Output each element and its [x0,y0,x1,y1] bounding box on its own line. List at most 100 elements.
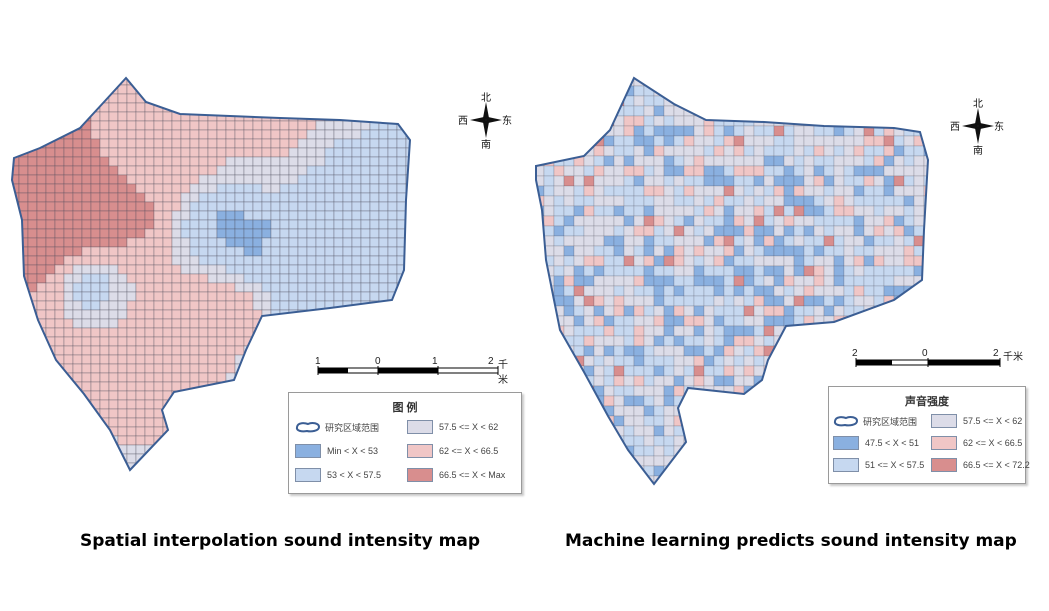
grid-cell [243,372,254,383]
grid-cell [553,185,565,197]
grid-cell [653,285,665,297]
grid-cell [162,435,173,446]
grid-cell [135,129,146,140]
grid-cell [297,381,308,392]
grid-cell [813,325,825,337]
grid-cell [823,175,835,187]
grid-cell [180,174,191,185]
grid-cell [54,111,65,122]
grid-cell [893,255,905,267]
grid-cell [171,462,182,470]
grid-cell [72,210,83,221]
grid-cell [713,465,725,477]
grid-cell [45,174,56,185]
grid-cell [603,78,615,87]
grid-cell [63,183,74,194]
grid-cell [144,84,155,95]
grid-cell [913,285,925,297]
grid-cell [144,156,155,167]
grid-cell [27,273,38,284]
grid-cell [923,95,928,107]
grid-cell [843,78,855,87]
grid-cell [108,372,119,383]
grid-cell [234,102,245,113]
grid-cell [279,228,290,239]
grid-cell [733,95,745,107]
grid-cell [633,445,645,457]
grid-cell [54,174,65,185]
grid-cell [63,192,74,203]
grid-cell [733,365,745,377]
grid-cell [243,426,254,437]
grid-cell [543,405,555,417]
grid-cell [261,381,272,392]
grid-cell [252,390,263,401]
grid-cell [198,255,209,266]
grid-cell [306,219,317,230]
grid-cell [270,354,281,365]
grid-cell [144,129,155,140]
grid-cell [28,472,37,481]
grid-cell [883,305,895,317]
grid-cell [387,192,398,203]
grid-cell [803,475,815,484]
grid-cell [216,138,227,149]
grid-cell [574,486,584,496]
grid-cell [723,375,735,387]
grid-cell [189,138,200,149]
grid-cell [198,282,209,293]
grid-cell [396,165,407,176]
grid-cell [261,399,272,410]
grid-cell [90,138,101,149]
grid-cell [673,225,685,237]
grid-cell [279,327,290,338]
grid-cell [243,363,254,374]
legend-title: 声音强度 [905,396,949,408]
grid-cell [923,335,928,347]
grid-cell [863,285,875,297]
grid-cell [813,78,825,87]
grid-cell [261,390,272,401]
grid-cell [793,405,805,417]
grid-cell [108,444,119,455]
grid-cell [773,245,785,257]
grid-cell [171,246,182,257]
grid-cell [270,228,281,239]
grid-cell [216,372,227,383]
grid-cell [823,105,835,117]
grid-cell [36,462,47,470]
grid-cell [663,385,675,397]
grid-cell [803,225,815,237]
grid-cell [72,408,83,419]
grid-cell [81,273,92,284]
grid-cell [252,453,263,464]
grid-cell [603,305,615,317]
grid-cell [198,399,209,410]
grid-cell [553,125,565,137]
grid-cell [360,345,371,356]
grid-cell [351,345,362,356]
grid-cell [144,192,155,203]
grid-cell [923,105,928,117]
scale-tick: 0 [375,356,381,367]
grid-cell [573,325,585,337]
grid-cell [180,291,191,302]
grid-cell [108,282,119,293]
grid-cell [144,111,155,122]
grid-cell [315,264,326,275]
grid-cell [813,195,825,207]
grid-cell [743,205,755,217]
legend-swatch [407,468,433,482]
grid-cell [753,255,765,267]
grid-cell [874,486,884,496]
grid-cell [288,84,299,95]
grid-cell [90,174,101,185]
grid-cell [713,405,725,417]
grid-cell [653,335,665,347]
grid-cell [643,115,655,127]
grid-cell [342,237,353,248]
grid-cell [36,381,47,392]
grid-cell [603,345,615,357]
grid-cell [733,245,745,257]
grid-cell [803,105,815,117]
